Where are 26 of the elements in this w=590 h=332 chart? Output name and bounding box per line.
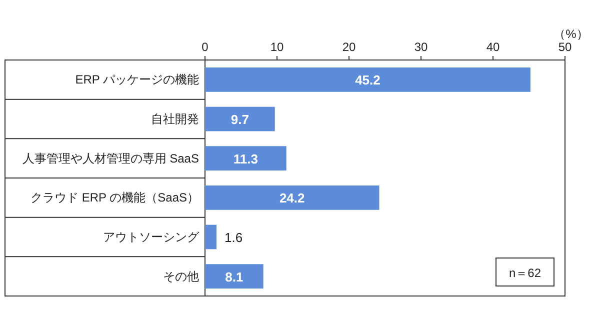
x-tick-label: 30 bbox=[414, 40, 428, 54]
bar bbox=[205, 224, 217, 250]
y-tick-label: ERP パッケージの機能 bbox=[75, 72, 199, 87]
data-label: 1.6 bbox=[224, 230, 243, 245]
bar bbox=[205, 106, 275, 132]
data-label: 45.2 bbox=[355, 72, 380, 88]
y-tick-label: 自社開発 bbox=[151, 112, 199, 126]
bar bbox=[205, 185, 380, 210]
data-label: 11.3 bbox=[233, 151, 258, 166]
y-tick-label: その他 bbox=[163, 269, 199, 284]
x-axis-title: （%） bbox=[554, 27, 588, 41]
bar bbox=[205, 67, 530, 92]
y-tick-label: 人事管理や人材管理の専用 SaaS bbox=[22, 151, 199, 166]
bar bbox=[205, 146, 286, 171]
annotation: n＝62 bbox=[508, 266, 542, 280]
data-label: 9.7 bbox=[230, 112, 249, 127]
y-tick-label: クラウド ERP の機能（SaaS） bbox=[30, 190, 199, 205]
y-tick-label: アウトソーシング bbox=[103, 230, 200, 244]
x-tick-label: 10 bbox=[270, 40, 284, 54]
x-tick-label: 50 bbox=[558, 40, 572, 54]
data-label: 24.2 bbox=[279, 190, 305, 206]
x-tick-label: 40 bbox=[486, 40, 500, 54]
data-label: 8.1 bbox=[225, 269, 244, 284]
x-tick-label: 20 bbox=[342, 40, 356, 54]
bar bbox=[205, 264, 264, 289]
x-tick-label: 0 bbox=[202, 40, 209, 54]
